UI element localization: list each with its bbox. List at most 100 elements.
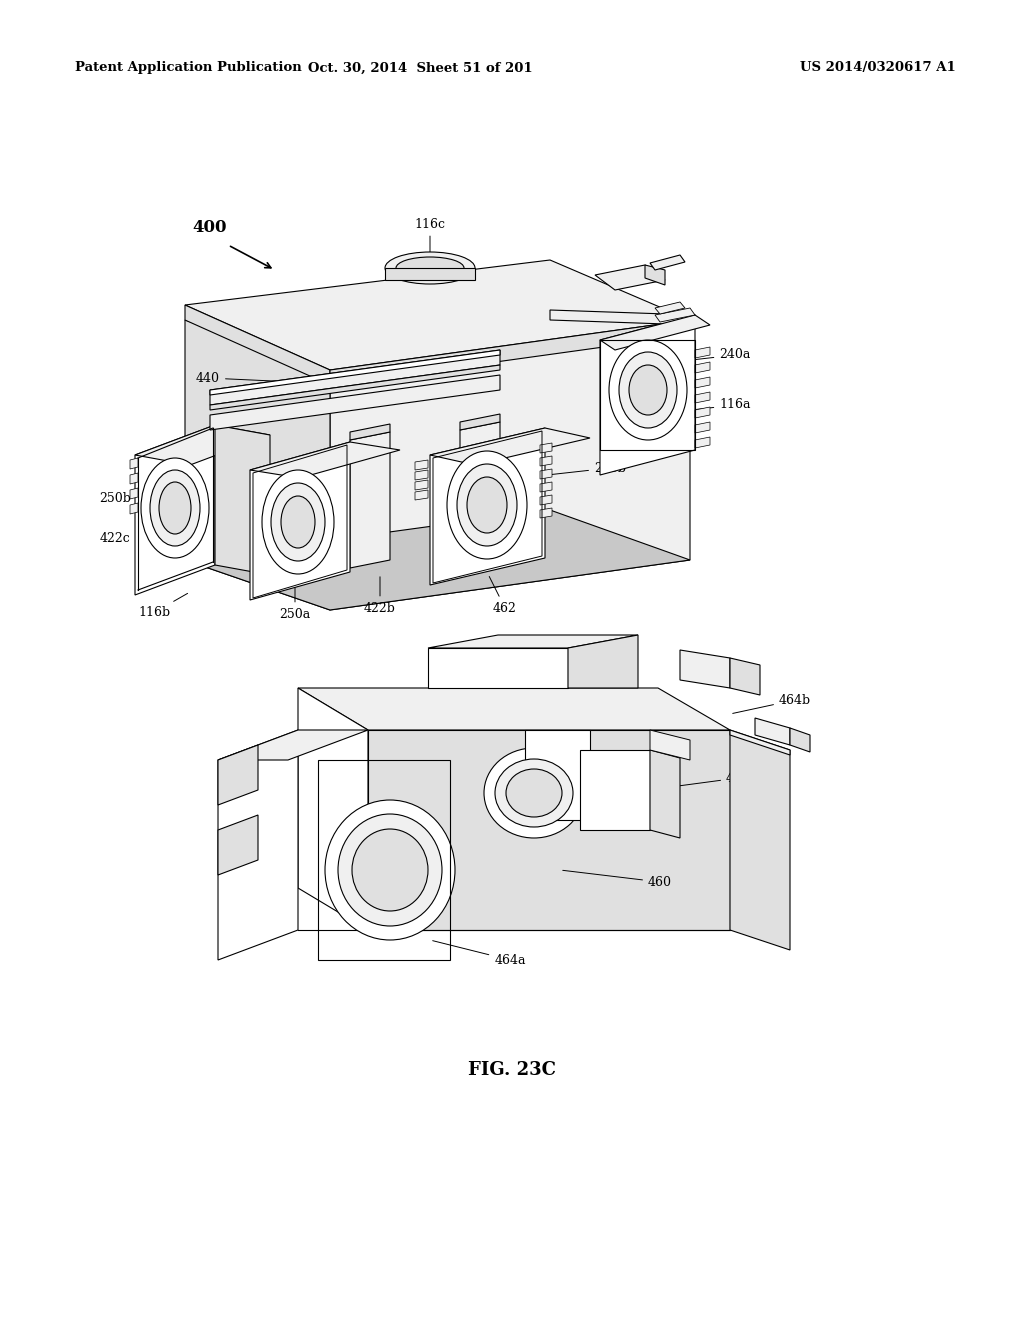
Polygon shape [645,265,665,285]
Text: 250a: 250a [280,587,310,620]
Polygon shape [430,428,545,585]
Polygon shape [250,442,400,478]
Ellipse shape [385,252,475,284]
Polygon shape [185,510,690,610]
Ellipse shape [338,814,442,927]
Ellipse shape [159,482,191,535]
Text: 464a: 464a [433,941,525,966]
Polygon shape [218,730,298,960]
Polygon shape [218,814,258,875]
Ellipse shape [457,465,517,546]
Text: 116b: 116b [139,594,187,619]
Polygon shape [130,473,138,484]
Ellipse shape [447,451,527,558]
Polygon shape [540,455,552,466]
Polygon shape [185,305,330,385]
Polygon shape [185,260,690,370]
Ellipse shape [495,759,573,828]
Polygon shape [218,744,258,805]
Polygon shape [655,308,695,322]
Text: 462: 462 [650,771,750,789]
Ellipse shape [325,800,455,940]
Polygon shape [600,315,710,350]
Text: 464b: 464b [733,693,811,713]
Polygon shape [330,319,690,385]
Text: 460: 460 [563,870,672,888]
Text: Oct. 30, 2014  Sheet 51 of 201: Oct. 30, 2014 Sheet 51 of 201 [307,62,532,74]
Polygon shape [540,469,552,479]
Text: FIG. 23C: FIG. 23C [468,1061,556,1078]
Ellipse shape [352,829,428,911]
Polygon shape [460,422,500,553]
Polygon shape [755,718,790,744]
Polygon shape [218,730,368,760]
Ellipse shape [506,770,562,817]
Polygon shape [650,730,690,760]
Text: 240b: 240b [523,462,626,478]
Polygon shape [415,459,428,470]
Polygon shape [540,444,552,453]
Text: US 2014/0320617 A1: US 2014/0320617 A1 [800,62,955,74]
Polygon shape [695,422,710,433]
Text: 116a: 116a [651,399,751,414]
Polygon shape [250,442,350,601]
Polygon shape [525,730,590,820]
Polygon shape [350,432,390,568]
Polygon shape [215,425,270,576]
Polygon shape [695,392,710,403]
Polygon shape [210,350,500,405]
Polygon shape [330,319,690,610]
Polygon shape [580,750,650,830]
Polygon shape [595,265,665,290]
Polygon shape [790,729,810,752]
Ellipse shape [618,352,677,428]
Polygon shape [415,490,428,500]
Polygon shape [730,730,790,755]
Polygon shape [385,268,475,280]
Text: 116c: 116c [415,218,445,261]
Text: 250b: 250b [99,491,153,504]
Polygon shape [695,378,710,388]
Polygon shape [210,366,500,411]
Ellipse shape [141,458,209,558]
Text: 422b: 422b [365,577,396,615]
Polygon shape [130,488,138,499]
Polygon shape [650,750,680,838]
Ellipse shape [281,496,315,548]
Polygon shape [730,657,760,696]
Polygon shape [550,310,695,325]
Polygon shape [430,428,590,465]
Text: 420: 420 [198,312,262,330]
Text: 462: 462 [489,577,517,615]
Ellipse shape [262,470,334,574]
Polygon shape [428,635,638,648]
Polygon shape [540,508,552,517]
Polygon shape [428,648,568,688]
Polygon shape [460,414,500,430]
Polygon shape [695,407,710,418]
Polygon shape [415,480,428,490]
Polygon shape [130,458,138,469]
Polygon shape [695,362,710,374]
Polygon shape [695,437,710,447]
Ellipse shape [467,477,507,533]
Ellipse shape [609,341,687,440]
Ellipse shape [271,483,325,561]
Polygon shape [655,302,685,314]
Polygon shape [210,375,500,430]
Text: Patent Application Publication: Patent Application Publication [75,62,302,74]
Polygon shape [135,425,215,595]
Polygon shape [368,730,730,931]
Polygon shape [350,424,390,440]
Ellipse shape [150,470,200,546]
Polygon shape [298,688,368,931]
Ellipse shape [629,366,667,414]
Text: 400: 400 [193,219,226,236]
Polygon shape [730,730,790,950]
Polygon shape [130,503,138,513]
Ellipse shape [396,257,464,279]
Polygon shape [540,495,552,506]
Polygon shape [210,350,500,395]
Polygon shape [695,347,710,358]
Polygon shape [680,649,730,688]
